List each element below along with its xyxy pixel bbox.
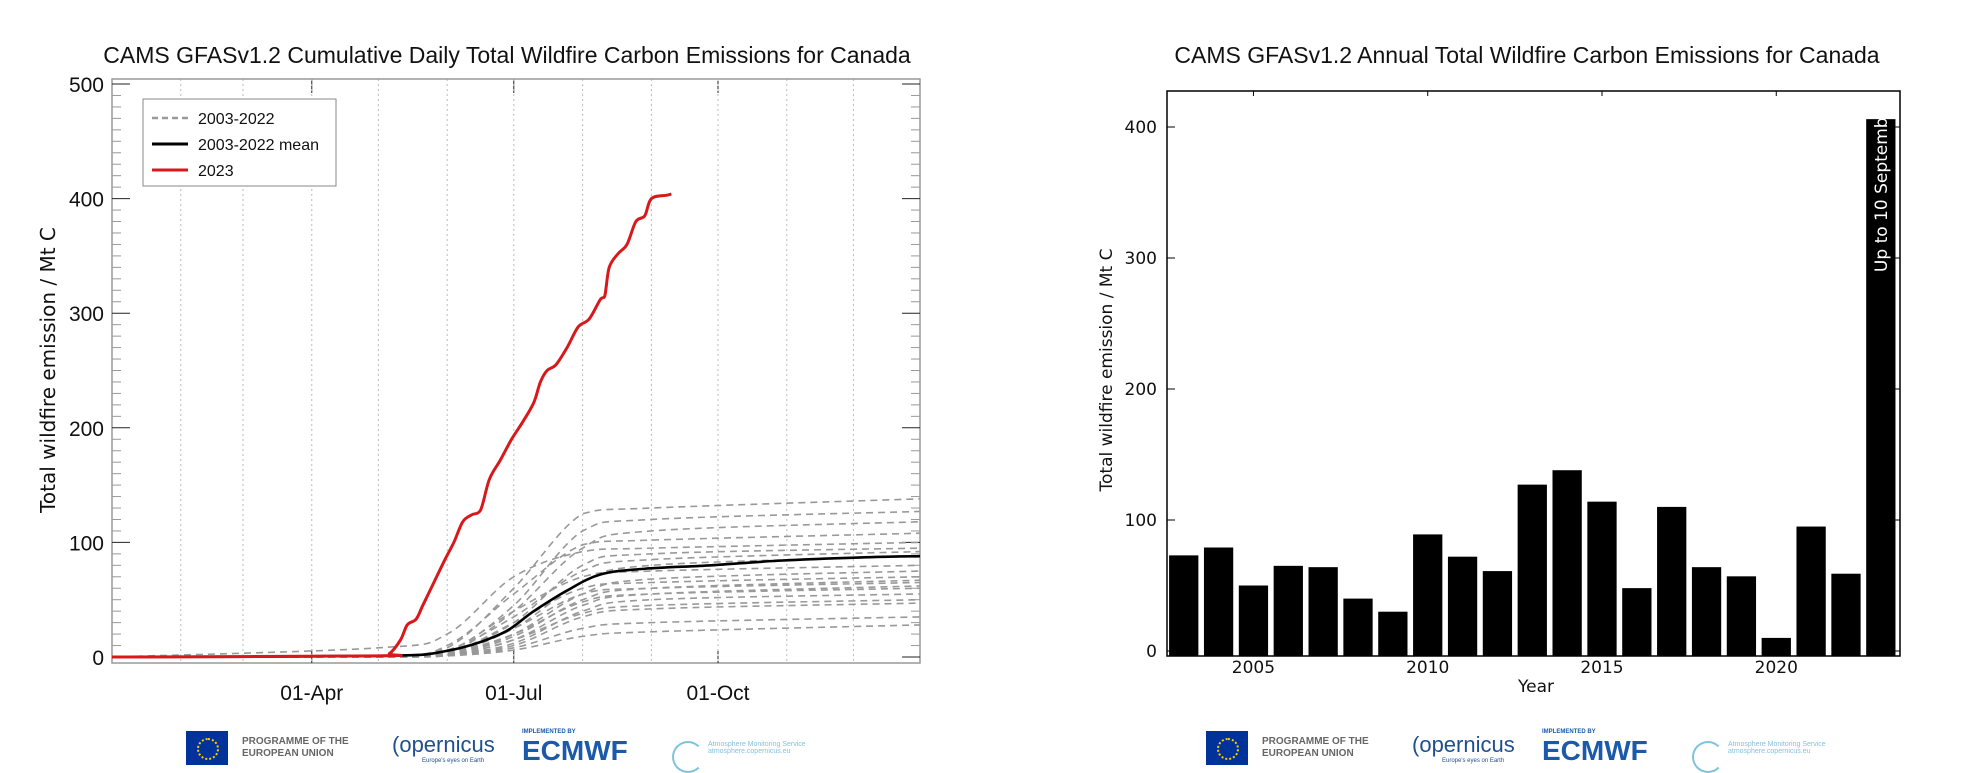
- y-tick-label: 0: [92, 647, 104, 670]
- bar-2009: [1378, 611, 1408, 656]
- ams-logo: Atmosphere Monitoring Service atmosphere.…: [1692, 741, 1838, 773]
- bar-2016: [1622, 588, 1652, 656]
- series-line-year: [112, 550, 921, 658]
- bar-2020: [1761, 637, 1791, 656]
- bar-2007: [1308, 567, 1338, 656]
- bar-2014: [1552, 470, 1582, 656]
- bar-2006: [1273, 565, 1303, 656]
- bar-2011: [1447, 556, 1478, 656]
- bar-2012: [1482, 571, 1513, 656]
- series-line-year: [112, 587, 921, 658]
- right-plot-frame: [1166, 90, 1901, 657]
- right-chart-title: CAMS GFASv1.2 Annual Total Wildfire Carb…: [1174, 42, 1879, 68]
- ams-logo: Atmosphere Monitoring Service atmosphere.…: [672, 741, 818, 773]
- footer-logos-left: PROGRAMME OF THE EUROPEAN UNION (opernic…: [186, 728, 818, 773]
- series-line-year: [111, 532, 921, 658]
- y-tick-label: 0: [1146, 642, 1157, 662]
- eu-flag-logo: [186, 731, 228, 765]
- bar-2010: [1413, 534, 1443, 656]
- x-axis-label: Year: [1517, 677, 1554, 697]
- x-tick-label: 2005: [1232, 658, 1275, 678]
- y-tick-label: 400: [69, 189, 104, 212]
- series-line-2023: [111, 192, 672, 659]
- series-line-year: [112, 593, 921, 658]
- y-tick-label: 200: [1125, 380, 1157, 400]
- bar-2013: [1517, 484, 1547, 656]
- y-tick-label: 400: [1125, 118, 1157, 138]
- left-chart-title: CAMS GFASv1.2 Cumulative Daily Total Wil…: [103, 42, 911, 68]
- y-tick-label: 300: [1125, 249, 1157, 269]
- x-tick-label: 2020: [1755, 658, 1798, 678]
- bar-2005: [1238, 585, 1269, 656]
- bar-2015: [1587, 501, 1617, 656]
- eu-flag-logo: [1206, 731, 1248, 765]
- bar-2008: [1343, 598, 1373, 656]
- series-line-year: [112, 602, 921, 658]
- x-tick-label: 2015: [1580, 658, 1623, 678]
- y-tick-label: 300: [69, 303, 104, 326]
- programme-text: PROGRAMME OF THE EUROPEAN UNION: [1262, 736, 1369, 759]
- legend-label: 2023: [198, 163, 234, 180]
- bar-2021: [1796, 526, 1826, 656]
- series-line-year: [112, 598, 921, 658]
- y-tick-label: 200: [69, 418, 104, 441]
- right-y-axis-label: Total wildfire emission / Mt C: [1097, 249, 1117, 493]
- ecmwf-logo: IMPLEMENTED BY ECMWF: [1542, 729, 1648, 766]
- series-line-year: [111, 541, 921, 658]
- series-line-year: [111, 564, 921, 658]
- series-line-year: [112, 575, 921, 658]
- bar-annotation: Up to 10 September: [1872, 100, 1892, 272]
- copernicus-logo: (opernicus Europe's eyes on Earth: [392, 732, 495, 764]
- bar-2017: [1657, 506, 1687, 656]
- y-tick-label: 100: [69, 532, 104, 555]
- x-tick-label: 2010: [1406, 658, 1449, 678]
- bar-2018: [1691, 567, 1722, 656]
- bar-2022: [1831, 573, 1861, 656]
- legend-label: 2003-2022 mean: [198, 137, 319, 154]
- x-tick-label: 01-Jul: [485, 682, 542, 705]
- ecmwf-logo: IMPLEMENTED BY ECMWF: [522, 729, 628, 766]
- y-tick-label: 100: [1125, 511, 1157, 531]
- series-line-mean: [111, 554, 921, 659]
- x-tick-label: 01-Oct: [686, 682, 749, 705]
- copernicus-logo: (opernicus Europe's eyes on Earth: [1412, 732, 1515, 764]
- bar-2004: [1203, 547, 1234, 656]
- series-line-year: [111, 498, 921, 658]
- bar-2003: [1169, 555, 1199, 656]
- x-tick-label: 01-Apr: [280, 682, 343, 705]
- programme-text: PROGRAMME OF THE EUROPEAN UNION: [242, 736, 349, 759]
- bar-2023: [1866, 119, 1896, 656]
- series-line-year: [112, 624, 921, 658]
- bar-2019: [1726, 576, 1757, 656]
- legend: 2003-2022 2003-2022 mean 2023: [142, 98, 337, 187]
- series-line-year: [112, 616, 921, 658]
- left-y-axis-label: Total wildfire emission / Mt C: [36, 227, 60, 514]
- footer-logos-right: PROGRAMME OF THE EUROPEAN UNION (opernic…: [1206, 728, 1838, 773]
- series-line-year: [112, 555, 921, 658]
- y-tick-label: 500: [69, 74, 104, 97]
- legend-label: 2003-2022: [198, 111, 275, 128]
